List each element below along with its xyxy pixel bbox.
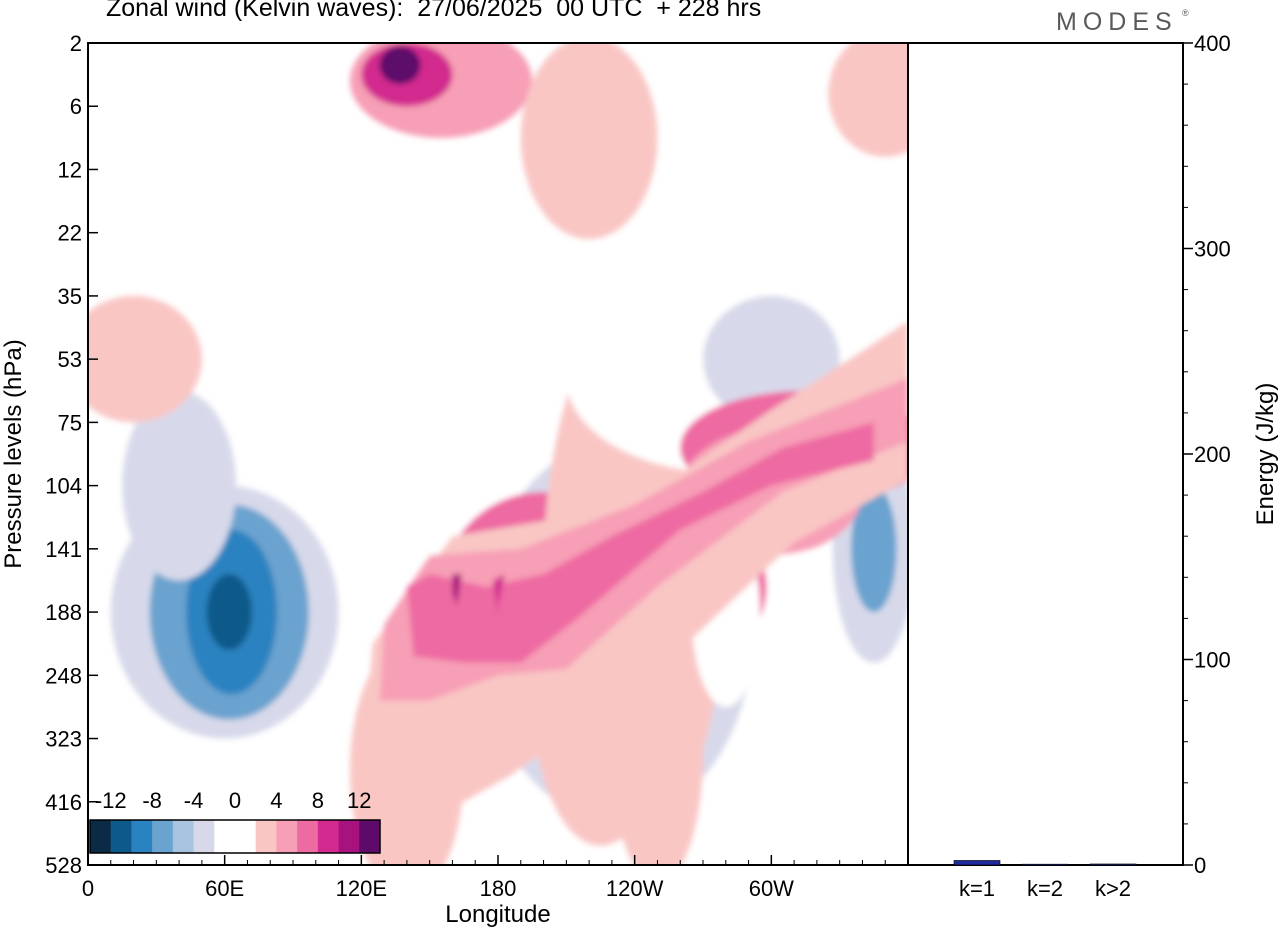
y-tick-label-13: 528 [45, 853, 82, 878]
colorbar-swatch-10 [297, 820, 319, 853]
colorbar: -12 -8 -4 0 4 8 12 [89, 788, 381, 854]
colorbar-swatch-7 [235, 820, 257, 853]
colorbar-swatch-13 [359, 820, 381, 853]
kelvin-band-4 [452, 574, 462, 606]
y-tick-label-9: 188 [45, 600, 82, 625]
colorbar-swatch-3 [152, 820, 174, 853]
energy-tick-label-2: 200 [1194, 442, 1231, 467]
brand-registered-mark: ® [1182, 8, 1189, 18]
energy-bar-label-0: k=1 [959, 876, 995, 901]
x-tick-label-2: 120E [336, 876, 387, 901]
energy-panel-border [907, 42, 1184, 866]
y-tick-label-1: 6 [70, 94, 82, 119]
y-axis: 2 6 12 22 35 53 75 104 141 188 248 323 416 528 Pressur… [0, 31, 98, 878]
colorbar-swatch-0 [90, 820, 112, 853]
chart-title: Zonal wind (Kelvin waves): 27/06/2025 00… [106, 0, 762, 22]
brand-logo: MODES [1056, 8, 1178, 36]
colorbar-swatch-5 [193, 820, 215, 853]
kelvin-band-2 [406, 422, 874, 663]
energy-tick-label-0: 0 [1194, 853, 1206, 878]
y-axis-label: Pressure levels (hPa) [0, 339, 27, 568]
colorbar-label-1: -8 [142, 788, 162, 813]
kelvin-band-3 [493, 574, 505, 619]
y-tick-label-12: 416 [45, 790, 82, 815]
x-axis-label: Longitude [445, 901, 550, 928]
colorbar-label-0: -12 [95, 788, 127, 813]
contour-region-13 [206, 574, 253, 651]
wind-field [88, 43, 908, 865]
y-tick-label-8: 141 [45, 537, 82, 562]
colorbar-swatch-9 [276, 820, 298, 853]
contour-region-16 [851, 485, 897, 613]
contour-region-31 [520, 43, 658, 239]
colorbar-swatch-1 [110, 820, 132, 853]
energy-bar-panel: k=1 k=2 k>2 [953, 860, 1137, 901]
energy-bar-k=1 [953, 860, 1001, 866]
colorbar-swatch-2 [131, 820, 153, 853]
colorbar-label-6: 12 [347, 788, 371, 813]
colorbar-swatch-12 [338, 820, 360, 853]
y-tick-label-2: 12 [58, 157, 82, 182]
y-tick-label-6: 75 [58, 410, 82, 435]
contour-region-23 [88, 74, 339, 265]
energy-bar-label-1: k=2 [1027, 876, 1063, 901]
y-tick-label-3: 22 [58, 221, 82, 246]
energy-bar-k>2 [1089, 863, 1137, 866]
colorbar-label-4: 4 [270, 788, 282, 813]
x-tick-label-0: 0 [82, 876, 94, 901]
energy-tick-label-1: 100 [1194, 648, 1231, 673]
energy-axis: 0 100 200 300 400 Energy (J/kg) [1183, 31, 1279, 878]
y-tick-label-10: 248 [45, 663, 82, 688]
x-tick-label-3: 180 [480, 876, 517, 901]
colorbar-swatch-8 [255, 820, 277, 853]
energy-tick-label-4: 400 [1194, 31, 1231, 56]
x-axis: 0 60E 120E 180 120W 60W Longitude [82, 855, 886, 928]
x-tick-label-4: 120W [606, 876, 664, 901]
colorbar-swatch-4 [172, 820, 195, 853]
colorbar-label-5: 8 [312, 788, 324, 813]
x-tick-label-5: 60W [749, 876, 794, 901]
colorbar-border [89, 819, 381, 854]
colorbar-label-3: 0 [229, 788, 241, 813]
contour-region-30 [379, 46, 421, 85]
contour-layer [88, 43, 908, 865]
colorbar-swatch-11 [317, 820, 340, 853]
y-tick-label-7: 104 [45, 474, 82, 499]
y-tick-label-5: 53 [58, 347, 82, 372]
colorbar-label-2: -4 [184, 788, 204, 813]
contour-region-14 [122, 390, 237, 581]
energy-bar-label-2: k>2 [1095, 876, 1131, 901]
colorbar-swatch-6 [214, 820, 236, 853]
y-tick-label-0: 2 [70, 31, 82, 56]
energy-bar-k=2 [1021, 863, 1069, 866]
contour-region-32 [828, 43, 908, 157]
contour-region-22 [88, 295, 202, 423]
y-tick-label-4: 35 [58, 284, 82, 309]
x-tick-label-1: 60E [205, 876, 244, 901]
energy-axis-label: Energy (J/kg) [1252, 383, 1279, 526]
y-tick-label-11: 323 [45, 727, 82, 752]
energy-tick-label-3: 300 [1194, 237, 1231, 262]
